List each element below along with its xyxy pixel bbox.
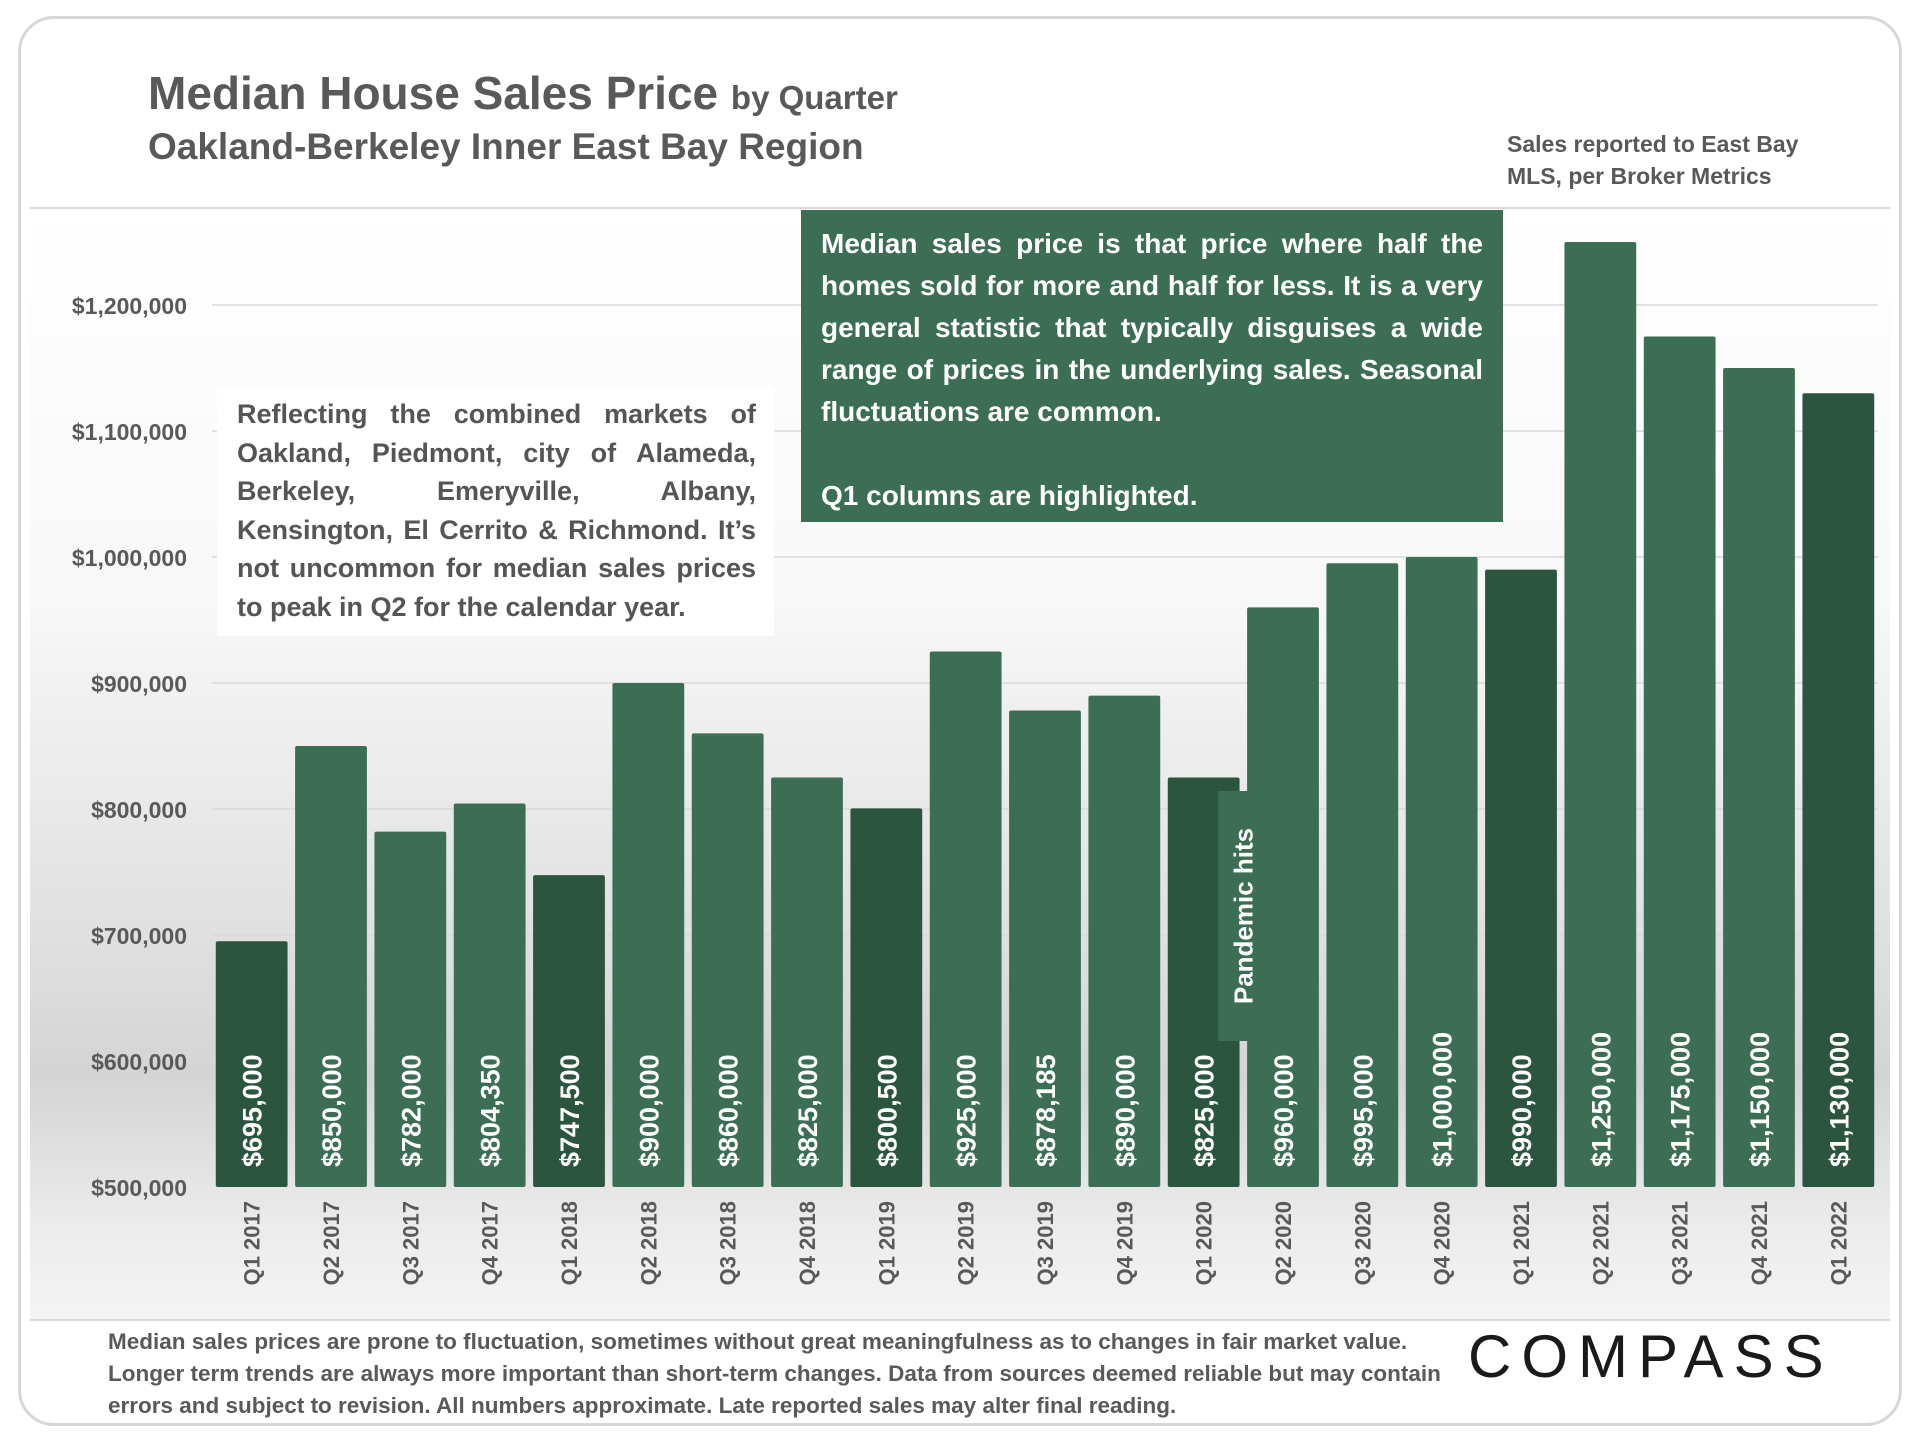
bar-value-label: $900,000 <box>634 1054 664 1167</box>
bar <box>533 875 605 1187</box>
x-tick-label: Q2 2021 <box>1588 1201 1613 1285</box>
x-tick-label: Q4 2019 <box>1112 1201 1137 1285</box>
bar <box>771 777 843 1187</box>
x-tick-label: Q4 2018 <box>795 1201 820 1285</box>
y-tick-label: $1,000,000 <box>72 545 187 571</box>
bar <box>453 803 526 1187</box>
x-tick-label: Q2 2019 <box>954 1201 979 1285</box>
bar-value-label: $860,000 <box>714 1054 744 1167</box>
title-suffix: by Quarter <box>730 79 898 116</box>
title-main: Median House Sales Price <box>148 67 719 119</box>
q1-note: Q1 columns are highlighted. <box>821 480 1198 511</box>
bar <box>1564 242 1637 1187</box>
bar <box>1088 695 1161 1187</box>
chart-subtitle: Oakland-Berkeley Inner East Bay Region <box>148 126 864 167</box>
bar-value-label: $747,500 <box>555 1054 585 1167</box>
compass-logo: COMPASS <box>1468 1323 1834 1390</box>
y-tick-label: $600,000 <box>91 1049 187 1075</box>
y-tick-label: $900,000 <box>91 671 187 697</box>
bar-value-label: $1,250,000 <box>1586 1032 1616 1167</box>
bar <box>1009 710 1081 1187</box>
bar-value-label: $960,000 <box>1269 1054 1299 1167</box>
bar-value-label: $782,000 <box>396 1054 426 1167</box>
source-note: Sales reported to East Bay MLS, per Brok… <box>1507 131 1799 189</box>
bar <box>1802 393 1875 1187</box>
bar-value-label: $878,185 <box>1031 1054 1061 1167</box>
bar-value-label: $804,350 <box>476 1054 506 1167</box>
bar <box>1643 336 1716 1187</box>
bar <box>850 808 923 1187</box>
bar-value-label: $990,000 <box>1507 1054 1537 1167</box>
bar <box>1485 569 1557 1187</box>
bar <box>691 733 764 1187</box>
x-tick-label: Q3 2018 <box>716 1201 741 1285</box>
definition-callout: Median sales price is that price where h… <box>801 210 1503 522</box>
bar-value-label: $850,000 <box>317 1054 347 1167</box>
y-tick-label: $700,000 <box>91 923 187 949</box>
x-tick-label: Q1 2020 <box>1192 1201 1217 1285</box>
bar-value-label: $1,150,000 <box>1745 1032 1775 1167</box>
definition-text: Median sales price is that price where h… <box>821 228 1483 427</box>
x-tick-label: Q1 2018 <box>557 1201 582 1285</box>
bar-value-label: $890,000 <box>1110 1054 1140 1167</box>
footer-disclaimer: Median sales prices are prone to fluctua… <box>108 1329 1441 1418</box>
bar-value-label: $995,000 <box>1348 1054 1378 1167</box>
x-tick-label: Q1 2017 <box>240 1201 265 1285</box>
x-tick-label: Q2 2018 <box>636 1201 661 1285</box>
x-tick-label: Q1 2022 <box>1826 1201 1851 1285</box>
bar <box>1723 368 1795 1187</box>
bar-value-label: $825,000 <box>793 1054 823 1167</box>
pandemic-label: Pandemic hits <box>1228 828 1258 1004</box>
x-tick-label: Q2 2020 <box>1271 1201 1296 1285</box>
bar <box>612 683 685 1187</box>
x-tick-label: Q2 2017 <box>319 1201 344 1285</box>
pandemic-callout <box>1218 791 1269 1041</box>
chart-title: Median House Sales Price by Quarter <box>148 66 898 120</box>
bar-value-label: $825,000 <box>1190 1054 1220 1167</box>
bar-value-label: $800,500 <box>872 1054 902 1167</box>
x-tick-label: Q1 2019 <box>874 1201 899 1285</box>
x-tick-label: Q3 2020 <box>1350 1201 1375 1285</box>
bar-value-label: $1,175,000 <box>1666 1032 1696 1167</box>
bar-value-label: $695,000 <box>238 1054 268 1167</box>
bar-chart: $500,000 $600,000 $700,000 $800,000 $900,000… <box>72 242 1878 1285</box>
bar <box>929 651 1002 1187</box>
y-tick-label: $1,200,000 <box>72 293 187 319</box>
bar <box>1247 607 1319 1187</box>
y-tick-label: $800,000 <box>91 797 187 823</box>
x-tick-label: Q1 2021 <box>1509 1201 1534 1285</box>
x-tick-label: Q3 2017 <box>398 1201 423 1285</box>
bar-value-label: $1,130,000 <box>1824 1032 1854 1167</box>
bar <box>295 746 367 1187</box>
x-tick-label: Q4 2020 <box>1430 1201 1455 1285</box>
x-tick-label: Q3 2019 <box>1033 1201 1058 1285</box>
x-tick-label: Q4 2017 <box>478 1201 503 1285</box>
y-tick-label: $1,100,000 <box>72 419 187 445</box>
bar-value-label: $1,000,000 <box>1428 1032 1458 1167</box>
bar <box>1405 557 1478 1187</box>
y-tick-label: $500,000 <box>91 1175 187 1201</box>
bar <box>1326 563 1399 1187</box>
bar-value-label: $925,000 <box>952 1054 982 1167</box>
bar <box>374 831 447 1187</box>
bar <box>215 941 288 1187</box>
x-tick-label: Q3 2021 <box>1668 1201 1693 1285</box>
region-callout: Reflecting the combined markets of Oakla… <box>217 386 774 636</box>
x-tick-label: Q4 2021 <box>1747 1201 1772 1285</box>
